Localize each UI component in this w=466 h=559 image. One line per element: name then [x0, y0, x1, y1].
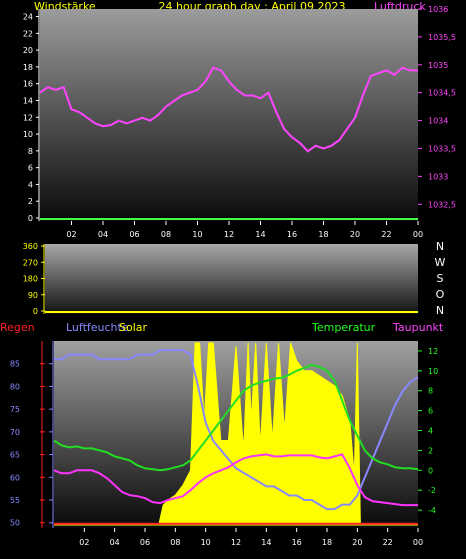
pressure-series-line [39, 66, 418, 153]
direction-tick-label: 180 [23, 275, 38, 284]
wind-tick-label: 20 [23, 46, 33, 55]
direction-label-w: W [435, 256, 446, 269]
x-tick-label-bottom: 12 [231, 538, 241, 547]
direction-label-o: O [436, 288, 445, 301]
x-tick-label-bottom: 08 [170, 538, 180, 547]
dewpoint-series-line [53, 453, 418, 507]
direction-tick-label: 360 [23, 242, 38, 251]
wind-tick-label: 18 [23, 63, 33, 72]
humidity-tick-label: 60 [10, 473, 20, 482]
direction-label-n-bottom: N [436, 304, 444, 317]
x-tick-label-bottom: 14 [261, 538, 271, 547]
x-tick-label-bottom: 02 [79, 538, 89, 547]
pressure-tick-label: 1035 [428, 61, 448, 70]
humidity-tick-label: 70 [10, 428, 20, 437]
x-tick-label-bottom: 18 [322, 538, 332, 547]
x-tick-label-bottom: 20 [352, 538, 362, 547]
x-tick-label-top: 14 [255, 230, 265, 239]
humidity-series-line [54, 349, 419, 511]
legend-solar: Solar [119, 321, 148, 334]
wind-tick-label: 6 [28, 164, 33, 173]
humidity-tick-label: 50 [10, 519, 20, 528]
legend-regen: Regen [0, 321, 35, 334]
humidity-tick-label: 85 [10, 360, 20, 369]
x-tick-label-top: 22 [381, 230, 391, 239]
legend-taupunkt: Taupunkt [392, 321, 444, 334]
pressure-tick-label: 1032,5 [428, 200, 456, 209]
temperature-tick-label: 4 [428, 427, 433, 436]
direction-tick-label: 90 [28, 291, 38, 300]
temperature-tick-label: 0 [428, 466, 433, 475]
x-tick-label-top: 02 [66, 230, 76, 239]
x-tick-label-bottom: 04 [110, 538, 120, 547]
x-tick-label-bottom: 00 [413, 538, 423, 547]
legend-temperatur: Temperatur [311, 321, 376, 334]
temperature-tick-label: -4 [428, 506, 436, 515]
humidity-tick-label: 75 [10, 405, 20, 414]
temperature-tick-label: -2 [428, 486, 436, 495]
legend-luftfeuchte: Luftfeuchte [66, 321, 129, 334]
pressure-tick-label: 1036 [428, 5, 448, 14]
wind-tick-label: 12 [23, 113, 33, 122]
wind-tick-label: 14 [23, 96, 33, 105]
wind-tick-label: 16 [23, 80, 33, 89]
humidity-tick-label: 65 [10, 451, 20, 460]
chart-marks: 0246810121416182022241032,510331033,5103… [10, 5, 456, 547]
pressure-tick-label: 1034,5 [428, 89, 456, 98]
x-tick-label-bottom: 10 [201, 538, 211, 547]
wind-tick-label: 8 [28, 147, 33, 156]
x-tick-label-bottom: 22 [383, 538, 393, 547]
direction-panel-background [45, 244, 418, 314]
direction-label-n-top: N [436, 240, 444, 253]
temperature-tick-label: 8 [428, 387, 433, 396]
pressure-tick-label: 1034 [428, 117, 448, 126]
solar-series-area [54, 342, 418, 526]
x-tick-label-top: 10 [192, 230, 202, 239]
pressure-panel-background [40, 9, 418, 221]
wind-tick-label: 10 [23, 130, 33, 139]
direction-tick-label: 0 [33, 307, 38, 316]
x-tick-label-top: 00 [413, 230, 423, 239]
x-tick-label-bottom: 06 [140, 538, 150, 547]
pressure-tick-label: 1033 [428, 172, 448, 181]
direction-tick-label: 270 [23, 258, 38, 267]
humidity-tick-label: 80 [10, 382, 20, 391]
temperature-tick-label: 12 [428, 347, 438, 356]
x-tick-label-bottom: 16 [292, 538, 302, 547]
x-tick-label-top: 08 [161, 230, 171, 239]
x-tick-label-top: 20 [350, 230, 360, 239]
x-tick-label-top: 16 [287, 230, 297, 239]
wind-tick-label: 0 [28, 214, 33, 223]
direction-label-s: S [437, 272, 444, 285]
temperature-tick-label: 2 [428, 446, 433, 455]
pressure-tick-label: 1033,5 [428, 144, 456, 153]
x-tick-label-top: 06 [129, 230, 139, 239]
temperature-tick-label: 10 [428, 367, 438, 376]
x-tick-label-top: 12 [224, 230, 234, 239]
wind-tick-label: 24 [23, 13, 33, 22]
x-tick-label-top: 18 [318, 230, 328, 239]
pressure-tick-label: 1035,5 [428, 33, 456, 42]
temperature-series-line [53, 363, 419, 472]
wind-tick-label: 4 [28, 180, 33, 189]
wind-tick-label: 22 [23, 29, 33, 38]
humidity-tick-label: 55 [10, 496, 20, 505]
temperature-tick-label: 6 [428, 407, 433, 416]
wind-tick-label: 2 [28, 197, 33, 206]
x-tick-label-top: 04 [98, 230, 108, 239]
